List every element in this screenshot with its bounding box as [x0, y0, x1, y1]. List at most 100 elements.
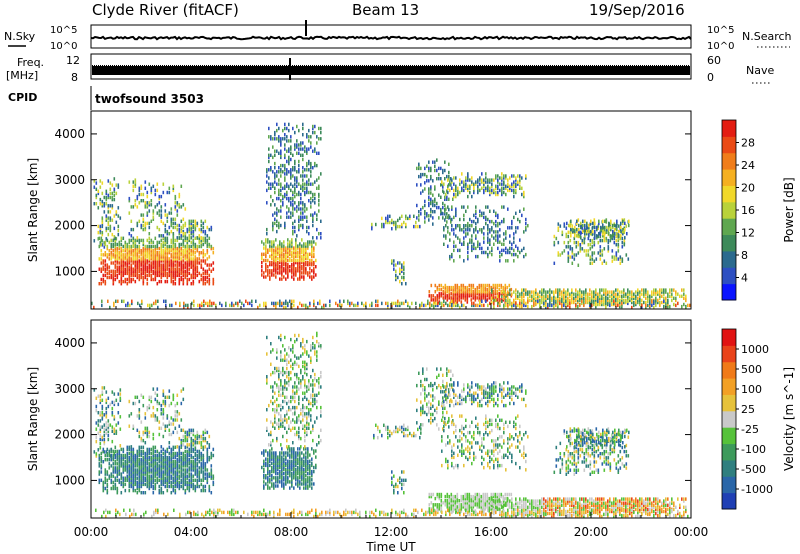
- heatmap-cell: [136, 249, 139, 253]
- heatmap-cell: [456, 292, 459, 296]
- heatmap-cell: [124, 468, 127, 472]
- heatmap-cell: [397, 218, 399, 223]
- heatmap-cell: [407, 303, 409, 308]
- heatmap-cell: [283, 254, 285, 259]
- heatmap-cell: [493, 209, 495, 213]
- heatmap-cell: [487, 224, 489, 228]
- heatmap-cell: [679, 294, 681, 298]
- heatmap-cell: [280, 149, 282, 153]
- heatmap-cell: [509, 301, 511, 306]
- heatmap-cell: [535, 290, 537, 294]
- heatmap-cell: [101, 216, 104, 220]
- heatmap-cell: [471, 303, 473, 308]
- heatmap-cell: [270, 168, 272, 172]
- heatmap-cell: [573, 296, 575, 300]
- heatmap-cell: [478, 283, 481, 288]
- heatmap-cell: [313, 254, 315, 259]
- heatmap-cell: [661, 294, 663, 298]
- heatmap-cell: [272, 155, 274, 160]
- heatmap-cell: [112, 449, 115, 454]
- heatmap-cell: [281, 246, 283, 250]
- heatmap-cell: [178, 279, 181, 284]
- heatmap-cell: [517, 174, 519, 178]
- heatmap-cell: [448, 174, 450, 179]
- heatmap-cell: [631, 294, 633, 298]
- heatmap-cell: [192, 267, 195, 271]
- heatmap-cell: [471, 248, 473, 253]
- heatmap-cell: [625, 299, 627, 303]
- heatmap-cell: [120, 251, 123, 255]
- heatmap-cell: [305, 246, 307, 250]
- heatmap-cell: [299, 269, 301, 273]
- heatmap-cell: [136, 259, 139, 263]
- heatmap-cell: [615, 255, 618, 259]
- heatmap-cell: [284, 126, 286, 131]
- heatmap-cell: [118, 253, 121, 257]
- heatmap-cell: [105, 195, 108, 200]
- heatmap-cell: [607, 296, 609, 300]
- heatmap-cell: [557, 292, 559, 296]
- heatmap-cell: [152, 486, 155, 491]
- heatmap-cell: [265, 244, 267, 248]
- heatmap-cell: [101, 218, 104, 222]
- heatmap-cell: [616, 219, 618, 223]
- heatmap-cell: [170, 482, 173, 487]
- heatmap-cell: [150, 188, 153, 193]
- heatmap-cell: [316, 213, 318, 217]
- heatmap-cell: [168, 246, 171, 251]
- heatmap-cell: [667, 294, 669, 298]
- heatmap-cell: [198, 240, 201, 245]
- heatmap-cell: [251, 303, 253, 308]
- heatmap-cell: [665, 290, 667, 294]
- heatmap-cell: [118, 251, 121, 255]
- heatmap-cell: [172, 253, 175, 257]
- heatmap-cell: [170, 207, 173, 211]
- heatmap-cell: [107, 433, 110, 438]
- heatmap-cell: [166, 474, 169, 478]
- heatmap-cell: [610, 236, 612, 240]
- heatmap-cell: [172, 188, 175, 193]
- heatmap-cell: [446, 195, 448, 199]
- heatmap-cell: [517, 226, 519, 230]
- heatmap-cell: [611, 236, 614, 241]
- heatmap-cell: [158, 451, 161, 456]
- heatmap-cell: [561, 299, 563, 303]
- heatmap-cell: [593, 218, 596, 222]
- heatmap-cell: [289, 265, 291, 269]
- heatmap-cell: [188, 249, 191, 253]
- heatmap-cell: [515, 252, 517, 257]
- heatmap-cell: [657, 298, 659, 303]
- heatmap-cell: [114, 277, 117, 282]
- heatmap-cell: [208, 267, 211, 271]
- heatmap-cell: [162, 263, 165, 267]
- heatmap-cell: [156, 478, 159, 482]
- heatmap-cell: [302, 182, 304, 186]
- heatmap-cell: [174, 196, 177, 201]
- heatmap-cell: [148, 447, 151, 452]
- heatmap-cell: [132, 259, 135, 263]
- heatmap-cell: [307, 254, 309, 259]
- heatmap-cell: [176, 482, 179, 487]
- heatmap-cell: [130, 259, 133, 263]
- heatmap-cell: [267, 250, 269, 254]
- heatmap-cell: [107, 216, 110, 220]
- heatmap-cell: [442, 201, 444, 206]
- heatmap-cell: [282, 194, 284, 199]
- heatmap-cell: [286, 205, 288, 209]
- heatmap-cell: [279, 258, 281, 263]
- heatmap-cell: [455, 244, 457, 248]
- heatmap-cell: [120, 474, 123, 478]
- heatmap-cell: [172, 453, 175, 458]
- heatmap-cell: [401, 222, 403, 227]
- heatmap-cell: [553, 304, 555, 309]
- heatmap-cell: [435, 301, 437, 306]
- heatmap-cell: [609, 303, 611, 308]
- heatmap-cell: [591, 257, 594, 261]
- heatmap-cell: [268, 159, 270, 164]
- heatmap-cell: [152, 478, 155, 482]
- heatmap-cell: [505, 176, 507, 180]
- heatmap-cell: [527, 304, 529, 309]
- heatmap-cell: [271, 269, 273, 273]
- heatmap-cell: [160, 194, 163, 199]
- heatmap-cell: [535, 301, 537, 306]
